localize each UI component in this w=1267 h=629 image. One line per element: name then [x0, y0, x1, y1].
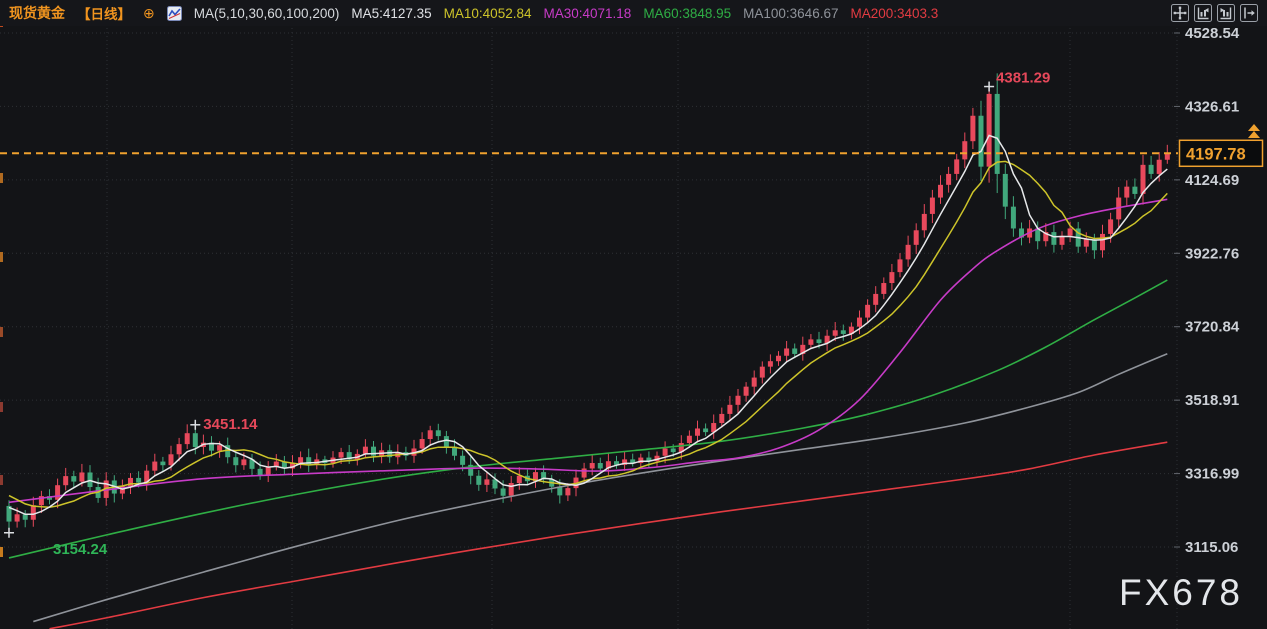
candles	[6, 73, 1170, 533]
ma100-value-label: MA100:3646.67	[743, 5, 839, 21]
chart-header: 现货黄金 【日线】 ⊕ MA(5,10,30,60,100,200) MA5:4…	[0, 0, 1267, 26]
price-annotation: 4381.29	[996, 70, 1050, 87]
ma60-line	[8, 279, 1168, 559]
y-axis-label: 4124.69	[1185, 172, 1239, 189]
ma5-line	[8, 134, 1168, 516]
circle-plus-icon[interactable]: ⊕	[143, 5, 155, 21]
ma60-value-label: MA60:3848.95	[643, 5, 732, 21]
y-axis-label: 4326.61	[1185, 98, 1239, 115]
ma30-value-label: MA30:4071.18	[543, 5, 632, 21]
mini-chart-icon[interactable]	[166, 5, 182, 21]
instrument-name[interactable]: 现货黄金	[9, 5, 65, 21]
split-grid-icon[interactable]	[1171, 4, 1189, 22]
price-up-arrow-icon	[1248, 124, 1260, 138]
y-axis-label: 3720.84	[1185, 319, 1240, 336]
pane-axis-left-icon[interactable]	[1194, 4, 1212, 22]
price-annotation: 3451.14	[203, 416, 258, 433]
ma30-line	[8, 198, 1168, 504]
watermark: FX678	[1118, 572, 1243, 613]
ma10-value-label: MA10:4052.84	[443, 5, 532, 21]
current-price-label: 4197.78	[1178, 139, 1264, 168]
y-axis: 4528.54 4326.61 4124.69 3922.76 3720.84 3518.…	[1174, 25, 1240, 556]
y-axis-label: 3922.76	[1185, 245, 1239, 262]
ma-params-label: MA(5,10,30,60,100,200)	[193, 5, 340, 21]
y-axis-label: 3316.99	[1185, 466, 1239, 483]
extreme-markers	[4, 81, 995, 538]
chart-toolbar	[1171, 4, 1258, 22]
y-axis-label: 3518.91	[1185, 392, 1239, 409]
pane-axis-right-icon[interactable]	[1217, 4, 1235, 22]
ma200-line	[49, 441, 1168, 629]
y-axis-label: 4528.54	[1185, 25, 1240, 42]
ma10-line	[8, 160, 1168, 508]
ma5-value-label: MA5:4127.35	[351, 5, 432, 21]
svg-text:4197.78: 4197.78	[1186, 145, 1246, 163]
pane-move-right-icon[interactable]	[1240, 4, 1258, 22]
left-edge-clipped-marks	[0, 17, 3, 557]
ma200-value-label: MA200:3403.3	[850, 5, 939, 21]
price-annotation: 3154.24	[53, 541, 108, 558]
y-axis-label: 3115.06	[1185, 539, 1238, 556]
gridlines	[0, 28, 1178, 629]
timeframe-label[interactable]: 【日线】	[77, 7, 131, 22]
ma100-line	[33, 352, 1168, 623]
header-left-group: 现货黄金 【日线】 ⊕ MA(5,10,30,60,100,200) MA5:4…	[9, 3, 938, 23]
